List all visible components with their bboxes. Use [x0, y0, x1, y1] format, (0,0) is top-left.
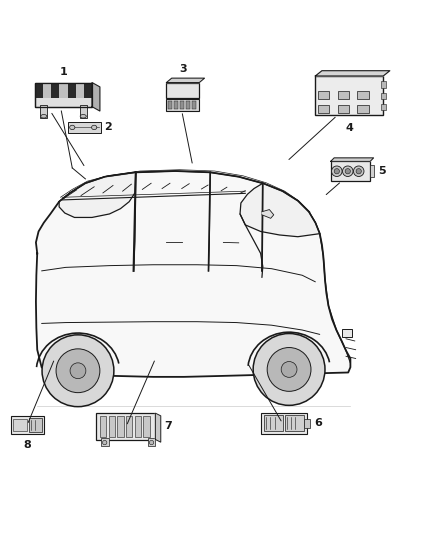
- Circle shape: [332, 166, 342, 176]
- Bar: [76, 83, 84, 98]
- Bar: [101, 438, 109, 446]
- Bar: [192, 101, 196, 109]
- Bar: [174, 101, 178, 109]
- Bar: [166, 83, 199, 98]
- Bar: [100, 416, 106, 437]
- Bar: [381, 93, 386, 99]
- Ellipse shape: [92, 125, 97, 130]
- Bar: [13, 419, 27, 431]
- Ellipse shape: [70, 125, 75, 130]
- Bar: [11, 416, 44, 434]
- Circle shape: [70, 363, 86, 378]
- Polygon shape: [331, 158, 374, 161]
- Bar: [318, 106, 329, 113]
- Bar: [35, 83, 92, 107]
- Bar: [370, 165, 374, 177]
- Polygon shape: [315, 71, 390, 76]
- Bar: [166, 99, 199, 111]
- Bar: [40, 106, 47, 118]
- Bar: [381, 104, 386, 110]
- Bar: [143, 416, 150, 437]
- Ellipse shape: [41, 115, 47, 118]
- Bar: [338, 106, 349, 113]
- Bar: [96, 413, 155, 440]
- Circle shape: [343, 166, 353, 176]
- Bar: [35, 83, 43, 98]
- Bar: [186, 101, 190, 109]
- Circle shape: [334, 168, 339, 174]
- Polygon shape: [166, 78, 205, 83]
- Bar: [29, 418, 42, 432]
- Ellipse shape: [80, 115, 86, 118]
- Bar: [35, 83, 92, 107]
- Bar: [148, 438, 155, 446]
- Polygon shape: [92, 83, 100, 111]
- Circle shape: [356, 168, 361, 174]
- Circle shape: [267, 348, 311, 391]
- Bar: [381, 82, 386, 87]
- Bar: [357, 91, 369, 99]
- Circle shape: [345, 168, 350, 174]
- Bar: [43, 83, 51, 98]
- Text: 7: 7: [164, 422, 172, 431]
- Bar: [285, 415, 304, 431]
- Bar: [342, 329, 352, 337]
- Circle shape: [149, 440, 154, 445]
- Bar: [264, 415, 283, 431]
- Bar: [180, 101, 184, 109]
- Bar: [68, 122, 101, 133]
- Bar: [304, 419, 310, 427]
- Bar: [357, 106, 369, 113]
- Bar: [261, 413, 307, 434]
- Text: 2: 2: [104, 123, 112, 132]
- Bar: [315, 76, 383, 115]
- Bar: [109, 416, 115, 437]
- Bar: [80, 106, 87, 118]
- Circle shape: [56, 349, 100, 393]
- Bar: [134, 416, 141, 437]
- Bar: [331, 161, 370, 181]
- Polygon shape: [155, 413, 161, 442]
- Bar: [126, 416, 132, 437]
- Circle shape: [281, 361, 297, 377]
- Bar: [338, 91, 349, 99]
- Text: 6: 6: [314, 418, 322, 429]
- Text: 5: 5: [378, 166, 385, 176]
- Bar: [318, 91, 329, 99]
- Text: 1: 1: [60, 67, 67, 77]
- Circle shape: [253, 334, 325, 405]
- Circle shape: [42, 335, 114, 407]
- Polygon shape: [262, 209, 274, 219]
- Text: 8: 8: [24, 440, 31, 450]
- Circle shape: [102, 440, 107, 445]
- Text: 4: 4: [346, 123, 353, 133]
- Bar: [51, 83, 60, 98]
- Polygon shape: [59, 172, 136, 217]
- Bar: [60, 83, 67, 98]
- Bar: [168, 101, 172, 109]
- Bar: [117, 416, 124, 437]
- Circle shape: [353, 166, 364, 176]
- Bar: [84, 83, 92, 98]
- Bar: [67, 83, 76, 98]
- Polygon shape: [36, 171, 350, 377]
- Text: 3: 3: [179, 64, 187, 74]
- Polygon shape: [240, 183, 320, 237]
